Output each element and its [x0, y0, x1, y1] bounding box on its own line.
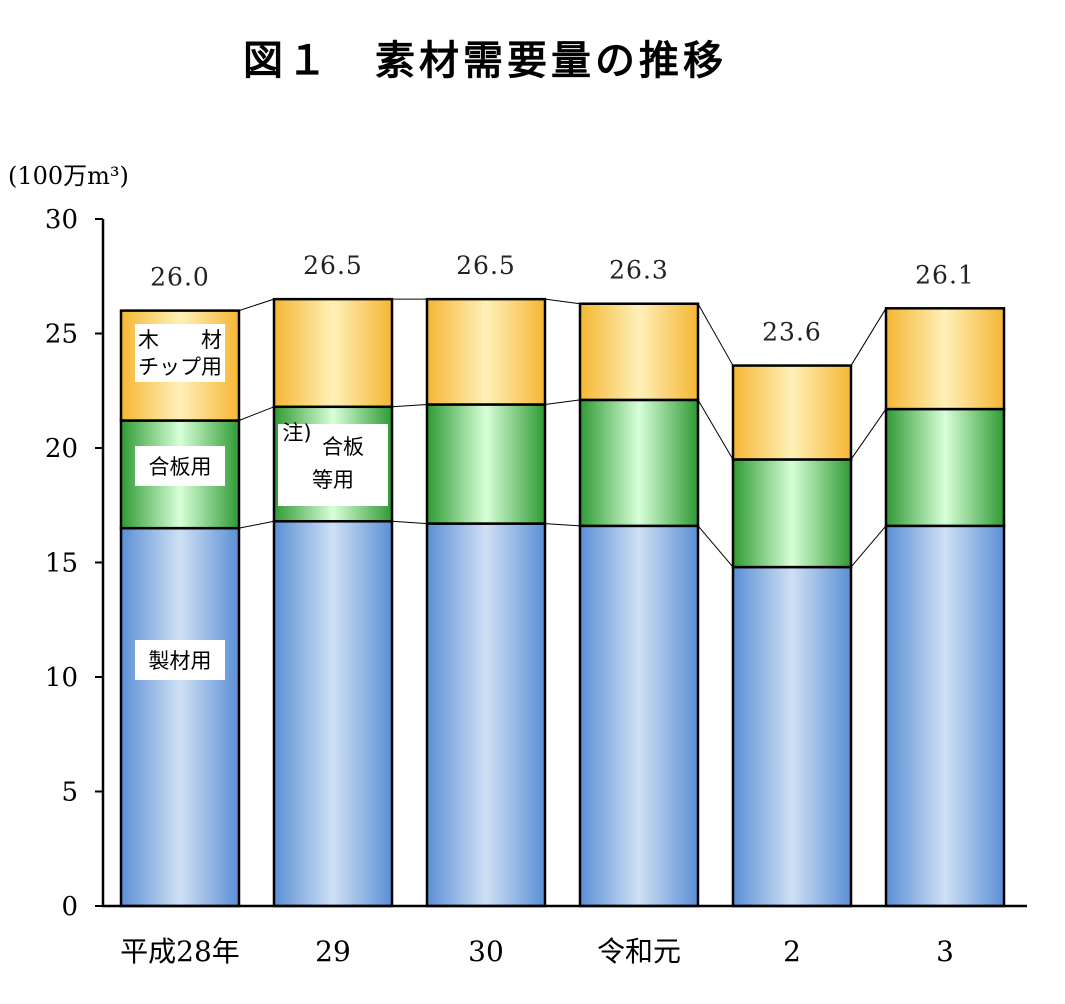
connector-line [238, 406, 275, 421]
bar-segment [272, 297, 394, 409]
connector-line [391, 520, 428, 525]
y-axis-unit-label: (100万m³) [8, 162, 129, 190]
bar-segment [884, 407, 1006, 528]
x-tick-label: 2 [783, 935, 801, 968]
connector-line [850, 525, 887, 568]
x-tick-label: 3 [936, 935, 954, 968]
bar-segment [578, 398, 700, 528]
bar-segment [425, 403, 547, 525]
connector-line [238, 298, 275, 312]
bar-segment [884, 524, 1006, 908]
y-tick-label: 5 [61, 778, 78, 808]
bar-segment [731, 364, 853, 461]
axes: 0 5 10 15 20 25 30 平成28年 29 30 令和元 2 3 [45, 205, 1027, 968]
bar-segment [578, 524, 700, 908]
plywood-label-box [135, 446, 225, 486]
chip-label-line2: チップ用 [138, 355, 222, 379]
bars: 26.0 26.5 26.5 26.3 23.6 26.1 [119, 251, 1006, 908]
sawn-label-box [135, 640, 225, 680]
connector-line [238, 520, 275, 529]
total-value-label: 26.3 [609, 256, 669, 285]
plywood-note-label: 注) [282, 421, 311, 445]
total-value-label: 23.6 [762, 318, 822, 347]
x-tick-label: 30 [468, 935, 504, 968]
x-tick-label: 平成28年 [120, 935, 240, 968]
y-tick-label: 25 [45, 320, 78, 350]
plywood-etc-line2: 等用 [312, 468, 354, 492]
total-value-label: 26.0 [150, 263, 210, 292]
y-tick-label: 15 [45, 549, 78, 579]
bar-segment [884, 307, 1006, 411]
y-tick-label: 10 [45, 663, 78, 693]
y-tick-label: 20 [45, 434, 78, 464]
x-tick-label: 29 [315, 935, 351, 968]
connector-line [850, 308, 887, 366]
connector-line [391, 403, 428, 408]
chart-title: 図１ 素材需要量の推移 [243, 38, 727, 84]
connector-line [850, 408, 887, 460]
plywood-label: 合板用 [149, 455, 212, 479]
connector-line [544, 523, 581, 527]
connector-line [697, 399, 734, 460]
connector-line [697, 303, 734, 366]
bar-segment [119, 526, 241, 908]
y-tick-label: 0 [61, 892, 78, 922]
sawn-label: 製材用 [149, 649, 212, 673]
connector-line [544, 298, 581, 305]
x-tick-label: 令和元 [597, 935, 681, 968]
bar-segment [425, 522, 547, 908]
total-value-label: 26.5 [303, 251, 363, 280]
total-value-label: 26.1 [915, 260, 975, 289]
connector-line [544, 399, 581, 405]
connector-lines [238, 298, 887, 568]
total-value-label: 26.5 [456, 251, 516, 280]
bar-segment [272, 520, 394, 908]
bar-segment [425, 297, 547, 406]
chip-label-box [135, 324, 225, 382]
connector-line [697, 525, 734, 568]
plywood-etc-line1: 合板 [322, 435, 364, 459]
bar-segment [731, 458, 853, 569]
y-tick-label: 30 [45, 205, 78, 235]
bar-segment [578, 302, 700, 402]
plywood-etc-label-box [278, 424, 388, 506]
chip-label-line1: 木 材 [138, 328, 222, 352]
bar-segment [731, 565, 853, 908]
